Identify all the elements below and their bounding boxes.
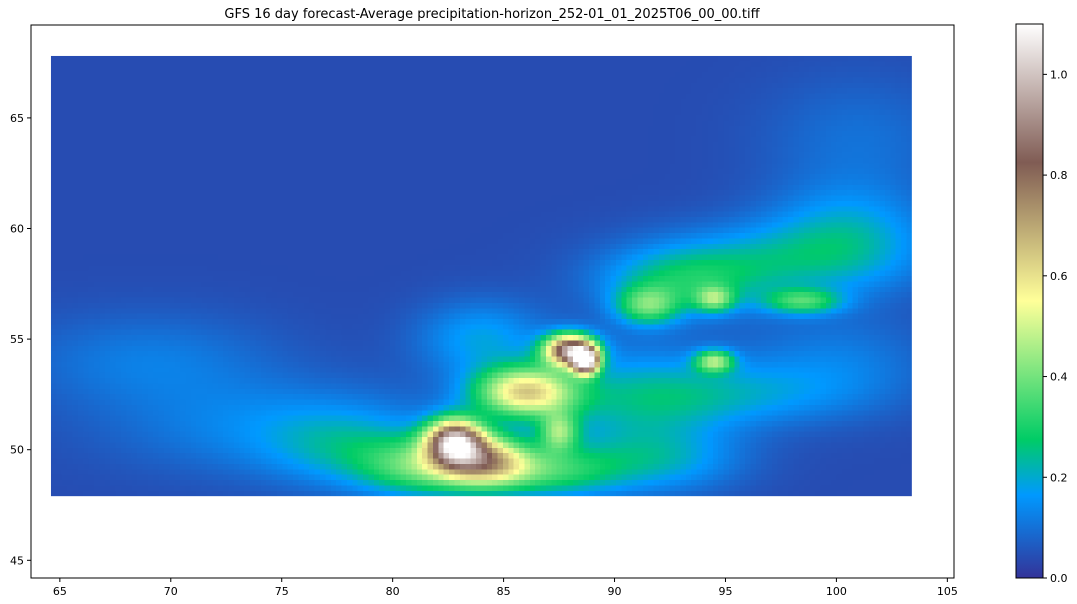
colorbar-tick-label: 0.4 [1050,371,1068,384]
y-tick-label: 45 [10,554,24,567]
colorbar: 0.0 0.2 0.4 0.6 0.8 1.0 [1015,23,1068,585]
colorbar-ticks: 0.0 0.2 0.4 0.6 0.8 1.0 [1043,68,1068,585]
chart-title: GFS 16 day forecast-Average precipitatio… [224,7,760,22]
colorbar-tick-label: 0.0 [1050,572,1068,585]
axes-frame [30,24,955,579]
y-tick-label: 65 [10,112,24,125]
colorbar-tick-label: 0.8 [1050,169,1068,182]
x-tick-label: 95 [718,585,732,598]
x-tick-label: 75 [275,585,289,598]
y-tick-label: 50 [10,444,24,457]
x-axis: 65 70 75 80 85 90 95 100 105 [53,578,958,598]
colorbar-tick-label: 1.0 [1050,68,1068,81]
x-tick-label: 80 [386,585,400,598]
x-tick-label: 100 [826,585,847,598]
precipitation-heatmap [50,55,912,497]
y-axis: 45 50 55 60 65 [10,112,31,567]
y-tick-label: 55 [10,333,24,346]
x-tick-label: 65 [53,585,67,598]
plot-area: 65 70 75 80 85 90 95 100 105 45 50 55 60 65 [10,24,958,598]
colorbar-tick-label: 0.2 [1050,471,1068,484]
colorbar-gradient [1015,23,1044,579]
x-tick-label: 105 [937,585,958,598]
y-tick-label: 60 [10,223,24,236]
colorbar-tick-label: 0.6 [1050,270,1068,283]
x-tick-label: 90 [608,585,622,598]
x-tick-label: 85 [497,585,511,598]
x-tick-label: 70 [164,585,178,598]
